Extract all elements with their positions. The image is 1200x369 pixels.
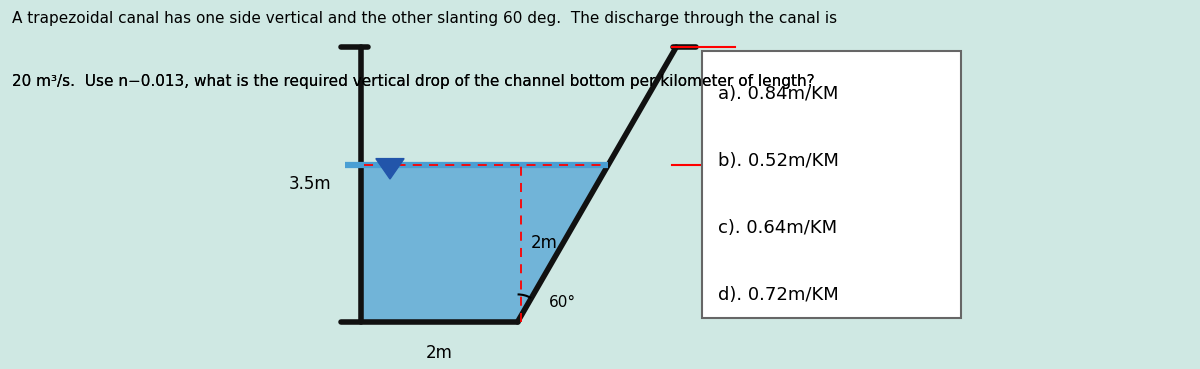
Text: 2m: 2m	[530, 234, 558, 252]
Text: c). 0.64m/KM: c). 0.64m/KM	[718, 219, 836, 237]
Text: 20 m³/s.  Use n−0.013, what is the required vertical drop of the channel bottom : 20 m³/s. Use n−0.013, what is the requir…	[12, 74, 815, 89]
Text: b). 0.52m/KM: b). 0.52m/KM	[718, 152, 839, 170]
Text: 20 m³/s.  Use n−0.013, what is the required vertical drop of the channel bottom : 20 m³/s. Use n−0.013, what is the requir…	[12, 74, 815, 89]
Polygon shape	[360, 165, 608, 322]
Text: 1.5m: 1.5m	[739, 97, 781, 115]
Text: 60°: 60°	[548, 295, 576, 310]
Text: A trapezoidal canal has one side vertical and the other slanting 60 deg.  The di: A trapezoidal canal has one side vertica…	[12, 11, 838, 26]
Polygon shape	[376, 159, 404, 179]
FancyBboxPatch shape	[702, 51, 961, 318]
Text: d). 0.72m/KM: d). 0.72m/KM	[718, 286, 839, 304]
Text: 3.5m: 3.5m	[288, 176, 331, 193]
Text: 2m: 2m	[426, 344, 452, 362]
Text: a). 0.84m/KM: a). 0.84m/KM	[718, 85, 838, 103]
